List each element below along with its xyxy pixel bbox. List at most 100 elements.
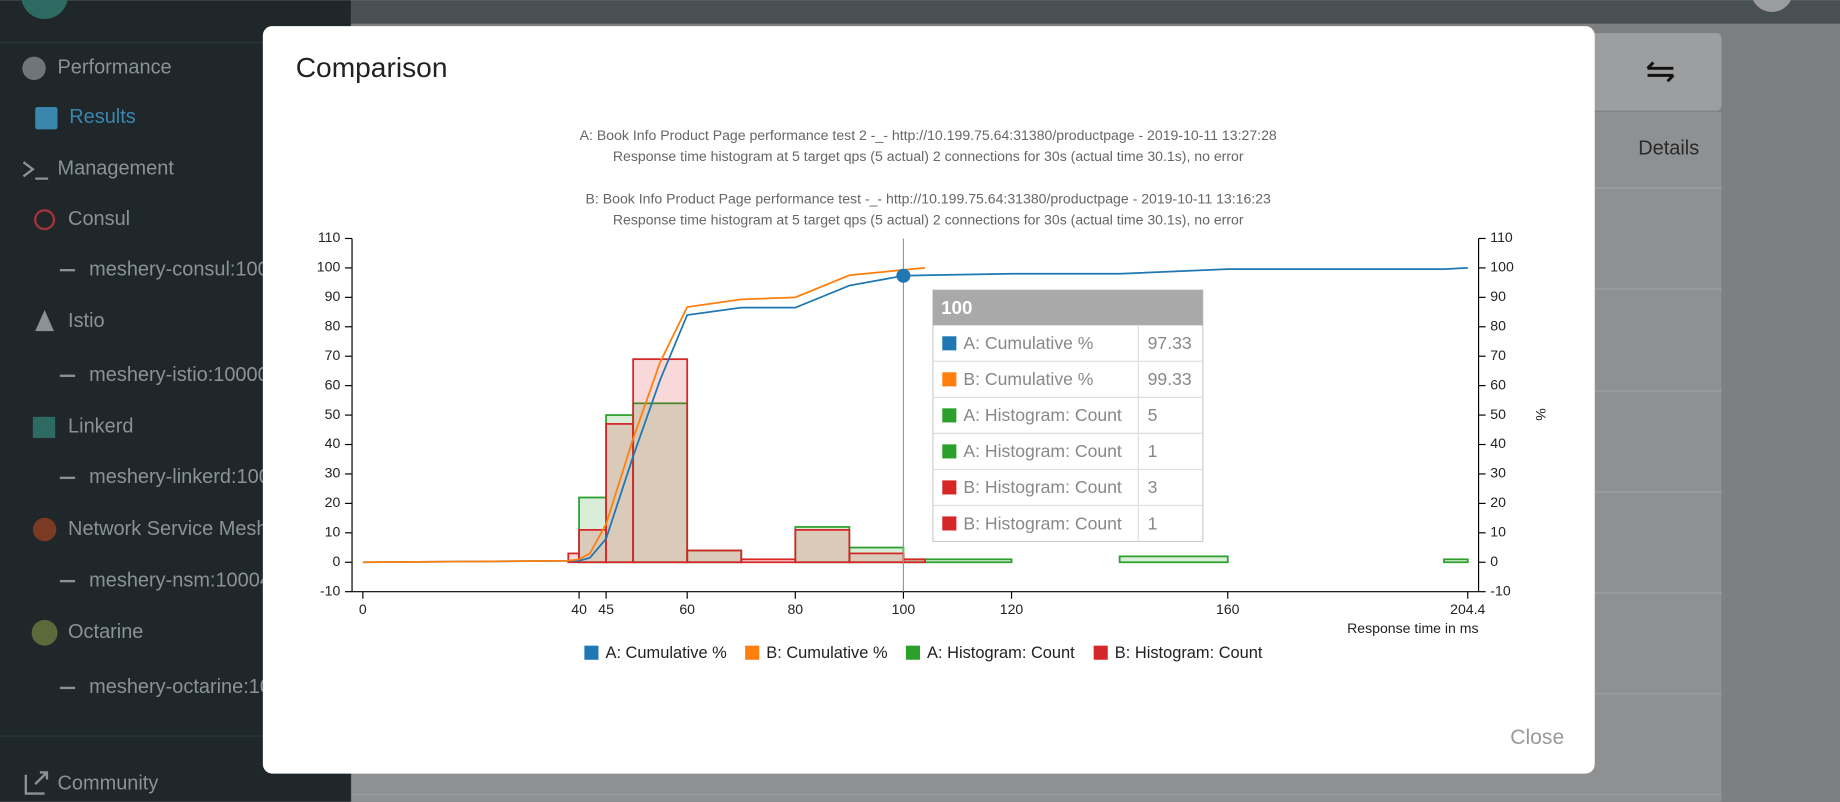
histogram-bar [794, 526, 851, 564]
histogram-bar [1443, 558, 1469, 564]
linkerd-icon [32, 416, 56, 438]
chart-subtitle: A: Book Info Product Page performance te… [580, 127, 1277, 143]
y-tick-label: 90 [325, 288, 341, 304]
histogram-bar [686, 549, 743, 564]
nav-item[interactable]: Community [57, 772, 158, 794]
legend-label: B: Cumulative % [766, 644, 887, 662]
nav-item[interactable]: meshery-octarine:10 [89, 676, 271, 698]
management-icon [22, 161, 49, 180]
x-tick-label: 120 [1000, 601, 1024, 617]
performance-icon [22, 56, 46, 81]
tooltip-name: B: Histogram: Count [963, 477, 1122, 497]
legend-label: B: Histogram: Count [1115, 644, 1263, 662]
x-tick-label: 160 [1216, 601, 1240, 617]
nav-item[interactable]: Management [57, 158, 174, 180]
x-tick-label: 204.4 [1450, 601, 1485, 617]
y2-tick-label: -10 [1490, 582, 1511, 598]
y-tick-label: 110 [318, 229, 341, 245]
y2-tick-label: 80 [1490, 317, 1506, 333]
nav-item[interactable]: Istio [68, 310, 105, 332]
istio-icon [35, 310, 54, 332]
histogram-bar [632, 358, 689, 564]
nav-item[interactable]: meshery-linkerd:100 [89, 466, 270, 488]
tooltip-value: 1 [1148, 441, 1158, 461]
x-axis-label: Response time in ms [1347, 620, 1478, 636]
tooltip-title: 100 [941, 297, 972, 318]
consul-icon [34, 209, 56, 231]
tooltip-swatch [942, 372, 957, 387]
nav-item[interactable]: Network Service Mesh [68, 518, 267, 540]
y2-tick-label: 10 [1490, 524, 1506, 540]
nav-item[interactable]: meshery-consul:100 [89, 258, 269, 280]
legend-swatch [1093, 645, 1108, 660]
histogram-bar [794, 528, 851, 564]
y2-tick-label: 20 [1490, 494, 1506, 510]
tooltip-swatch [942, 444, 957, 459]
y-tick-label: 20 [325, 494, 341, 510]
close-button[interactable]: Close [1510, 726, 1564, 749]
y-tick-label: 10 [325, 524, 341, 540]
nsm-icon [32, 517, 57, 542]
hover-point [896, 268, 911, 283]
tooltip-header [932, 290, 1203, 326]
nav-item[interactable]: Linkerd [68, 416, 133, 438]
y-tick-label: 100 [317, 259, 341, 275]
tooltip-name: B: Cumulative % [963, 369, 1093, 389]
y2-tick-label: 0 [1490, 553, 1498, 569]
x-tick-label: 100 [892, 601, 916, 617]
community-icon [24, 771, 49, 795]
tooltip-box [932, 289, 1204, 543]
tooltip-swatch [942, 336, 957, 351]
nav-item[interactable]: Results [69, 106, 136, 128]
nav-item[interactable]: meshery-istio:10000 [89, 364, 269, 386]
tooltip-value: 99.33 [1148, 369, 1192, 389]
tooltip-name: B: Histogram: Count [963, 513, 1122, 533]
chart-subtitle: Response time histogram at 5 target qps … [613, 212, 1244, 228]
table-header: Details [1638, 138, 1699, 160]
top-bar [350, 0, 1840, 24]
histogram-bar [605, 423, 635, 564]
nav-item[interactable]: Octarine [68, 621, 143, 643]
y-tick-label: 0 [332, 553, 340, 569]
chart-subtitle: B: Book Info Product Page performance te… [586, 190, 1272, 206]
nav-item[interactable]: Consul [68, 208, 130, 230]
logo [21, 0, 68, 20]
tooltip-swatch [942, 408, 957, 423]
y-tick-label: 30 [325, 465, 341, 481]
histogram-bar [740, 558, 797, 564]
histogram-bar [848, 552, 905, 564]
tooltip-swatch [942, 516, 957, 531]
y-tick-label: 40 [325, 435, 341, 451]
cumulative-line [362, 267, 926, 564]
x-tick-label: 40 [571, 601, 587, 617]
tooltip-value: 1 [1148, 513, 1158, 533]
octarine-icon [31, 619, 58, 646]
y2-tick-label: 30 [1490, 465, 1506, 481]
nav-item[interactable]: meshery-nsm:10004 [89, 569, 271, 591]
tooltip-swatch [942, 480, 957, 495]
avatar [1752, 0, 1791, 12]
legend-label: A: Cumulative % [606, 644, 727, 662]
y-tick-label: -10 [320, 582, 341, 598]
tooltip-value: 97.33 [1148, 333, 1192, 353]
y2-tick-label: 90 [1490, 288, 1506, 304]
tooltip-name: A: Histogram: Count [963, 441, 1122, 461]
tooltip-value: 5 [1148, 405, 1158, 425]
histogram-bar [1118, 555, 1229, 564]
x-tick-label: 60 [679, 601, 695, 617]
chart-subtitle: Response time histogram at 5 target qps … [613, 148, 1244, 164]
y2-tick-label: 50 [1490, 406, 1506, 422]
y-tick-label: 60 [325, 376, 341, 392]
y2-tick-label: 60 [1490, 376, 1506, 392]
y-tick-label: 50 [325, 406, 341, 422]
legend-label: A: Histogram: Count [927, 644, 1075, 662]
x-tick-label: 45 [598, 601, 614, 617]
compare-icon[interactable] [1646, 61, 1675, 83]
legend-swatch [905, 645, 920, 660]
modal-title: Comparison [296, 52, 448, 83]
nav-item[interactable]: Performance [57, 57, 171, 79]
tooltip-name: A: Cumulative % [963, 333, 1093, 353]
tooltip-value: 3 [1148, 477, 1158, 497]
sidebar-dashes [59, 268, 76, 690]
tooltip-name: A: Histogram: Count [963, 405, 1122, 425]
